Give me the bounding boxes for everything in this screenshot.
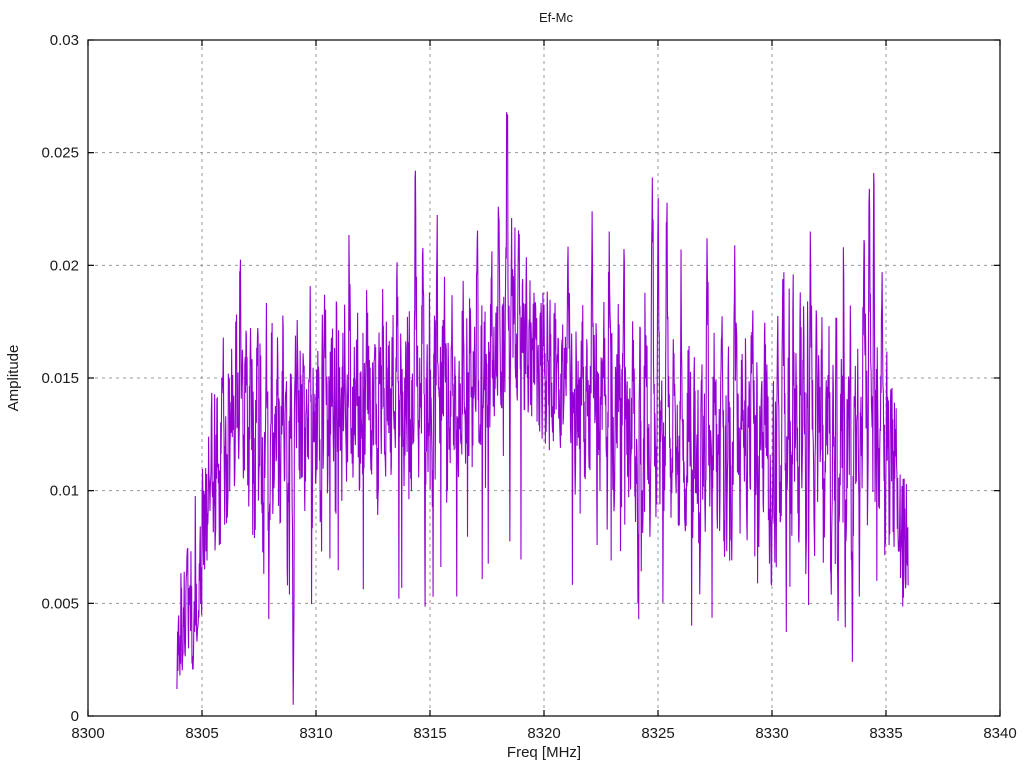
- x-tick-label: 8320: [527, 725, 560, 742]
- tick-marks: [87, 39, 1001, 717]
- y-tick-label: 0.025: [41, 145, 79, 162]
- x-tick-label: 8315: [413, 725, 446, 742]
- x-tick-labels: 8300 8305 8310 8315 8320 8325 8330 8335 8340: [71, 725, 1016, 742]
- x-tick-label: 8300: [71, 725, 104, 742]
- y-tick-label: 0.03: [50, 32, 79, 49]
- y-tick-label: 0.015: [41, 370, 79, 387]
- x-tick-label: 8310: [299, 725, 332, 742]
- x-axis-title: Freq [MHz]: [507, 744, 581, 761]
- y-tick-label: 0.01: [50, 483, 79, 500]
- data-series-group: [176, 112, 909, 705]
- x-tick-label: 8305: [185, 725, 218, 742]
- y-tick-label: 0: [71, 708, 79, 725]
- x-tick-label: 8340: [983, 725, 1016, 742]
- y-tick-label: 0.005: [41, 595, 79, 612]
- page-title: Ef-Mc: [539, 10, 573, 25]
- data-series-line: [176, 112, 909, 705]
- y-tick-labels: 0 0.005 0.01 0.015 0.02 0.025 0.03: [41, 32, 79, 725]
- x-tick-label: 8335: [869, 725, 902, 742]
- y-tick-label: 0.02: [50, 257, 79, 274]
- y-axis-title: Amplitude: [5, 345, 22, 412]
- x-tick-label: 8330: [755, 725, 788, 742]
- x-tick-label: 8325: [641, 725, 674, 742]
